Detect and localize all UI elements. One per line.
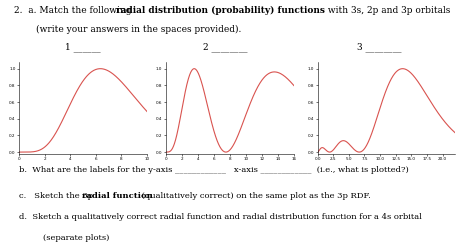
Text: (write your answers in the spaces provided).: (write your answers in the spaces provid…	[36, 25, 241, 34]
Text: 1 ______: 1 ______	[65, 42, 101, 52]
Text: 2 ________: 2 ________	[203, 42, 247, 52]
Text: 3 ________: 3 ________	[357, 42, 401, 52]
Text: d.  Sketch a qualitatively correct radial function and radial distribution funct: d. Sketch a qualitatively correct radial…	[19, 213, 422, 221]
Text: b.  What are the labels for the y-axis ____________   x-axis ____________  (i.e.: b. What are the labels for the y-axis __…	[19, 166, 409, 174]
Text: 2.  a. Match the following: 2. a. Match the following	[14, 6, 135, 15]
Text: radial distribution (probability) functions: radial distribution (probability) functi…	[116, 6, 325, 15]
Text: with 3s, 2p and 3p orbitals: with 3s, 2p and 3p orbitals	[325, 6, 450, 15]
Text: radial function: radial function	[82, 192, 153, 200]
Text: (separate plots): (separate plots)	[43, 234, 109, 242]
Text: c.   Sketch the 3p: c. Sketch the 3p	[19, 192, 96, 200]
Text: (qualitatively correct) on the same plot as the 3p RDF.: (qualitatively correct) on the same plot…	[139, 192, 371, 200]
